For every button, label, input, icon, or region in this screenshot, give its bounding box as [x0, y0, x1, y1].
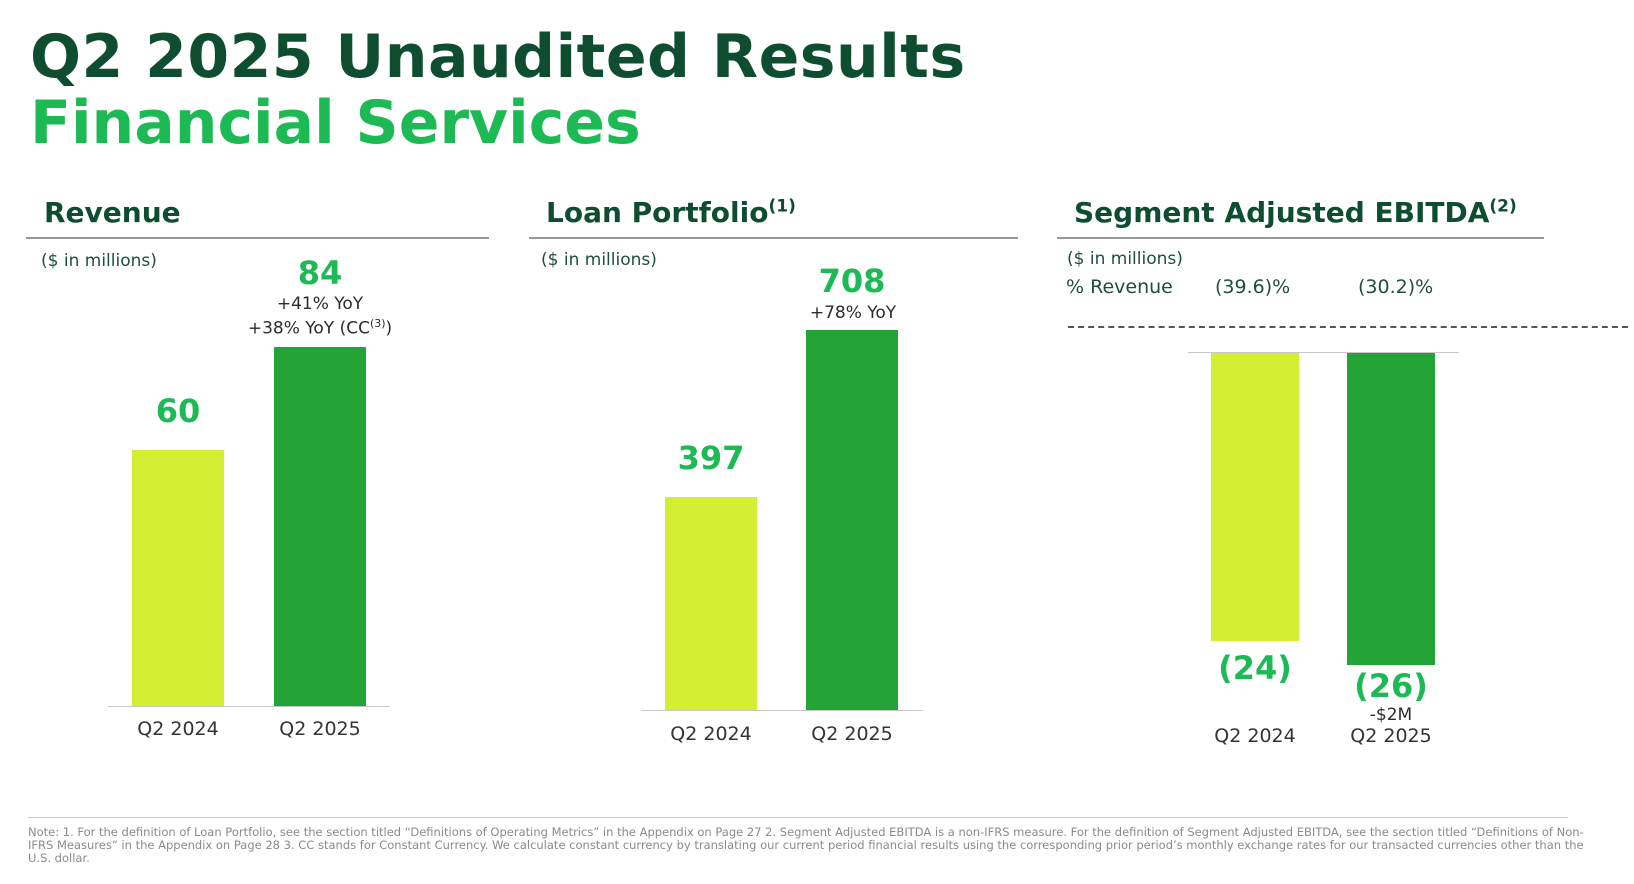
revenue-tick-q2-2025: Q2 2025	[279, 718, 361, 740]
page-title: Q2 2025 Unaudited Results	[30, 22, 966, 92]
loan-portfolio-value-q2-2025: 708	[818, 262, 886, 300]
ebitda-bar-q2-2025	[1347, 353, 1435, 665]
page-subtitle: Financial Services	[30, 88, 641, 158]
revenue-value-q2-2024: 60	[155, 391, 201, 430]
revenue-bar-q2-2024	[132, 449, 224, 706]
ebitda-zero-line	[1188, 352, 1459, 353]
loan-portfolio-tick-q2-2025: Q2 2025	[811, 723, 893, 745]
ebitda-tick-q2-2025: Q2 2025	[1350, 725, 1432, 747]
loan-portfolio-tick-q2-2024: Q2 2024	[670, 723, 752, 745]
ebitda-bar-q2-2024	[1211, 353, 1299, 641]
revenue-value-q2-2025: 84	[297, 254, 343, 292]
footer-rule	[28, 817, 1568, 818]
loan-portfolio-baseline	[641, 710, 923, 711]
loan-portfolio-bar-q2-2025	[806, 330, 898, 710]
ebitda-value-q2-2025: (26)	[1354, 667, 1428, 705]
ebitda-unit: ($ in millions)	[1067, 249, 1183, 269]
ebitda-title: Segment Adjusted EBITDA(2)	[1074, 196, 1517, 229]
revenue-rule	[26, 237, 489, 239]
revenue-yoy-cc: +38% YoY (CC(3))	[247, 317, 393, 339]
ebitda-pct-revenue-q2-2025: (30.2)%	[1358, 276, 1434, 298]
footnote: Note: 1. For the definition of Loan Port…	[28, 825, 1584, 865]
revenue-yoy: +41% YoY	[276, 294, 364, 314]
revenue-bar-q2-2025	[274, 347, 366, 706]
revenue-tick-q2-2024: Q2 2024	[137, 718, 219, 740]
loan-portfolio-rule	[529, 237, 1018, 239]
ebitda-rule	[1057, 237, 1544, 239]
loan-portfolio-value-q2-2024: 397	[677, 438, 745, 477]
ebitda-change: -$2M	[1369, 705, 1413, 725]
loan-portfolio-bar-q2-2024	[665, 496, 757, 710]
ebitda-tick-q2-2024: Q2 2024	[1214, 725, 1296, 747]
ebitda-value-q2-2024: (24)	[1218, 649, 1292, 687]
ebitda-pct-revenue-label: % Revenue	[1066, 276, 1173, 298]
ebitda-pct-revenue-q2-2024: (39.6)%	[1215, 276, 1291, 298]
loan-portfolio-unit: ($ in millions)	[541, 250, 657, 270]
revenue-title: Revenue	[44, 196, 181, 229]
revenue-baseline	[108, 706, 390, 707]
revenue-unit: ($ in millions)	[41, 251, 157, 271]
loan-portfolio-yoy: +78% YoY	[809, 303, 897, 323]
ebitda-dashed-separator	[1068, 326, 1628, 328]
loan-portfolio-title: Loan Portfolio(1)	[546, 196, 796, 229]
